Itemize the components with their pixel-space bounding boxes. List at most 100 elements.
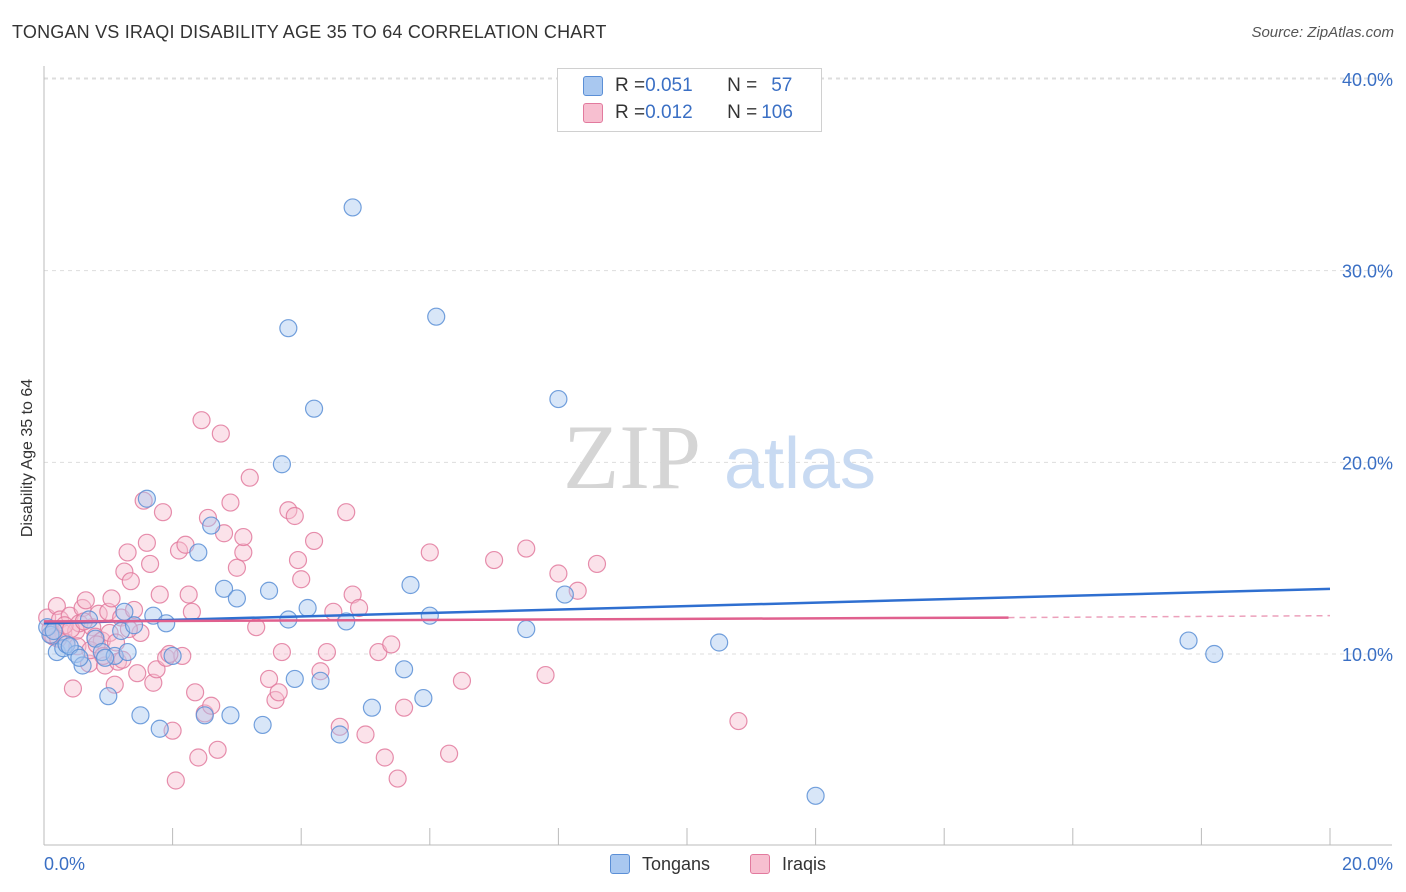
data-point-iraqis [79,654,99,673]
trend-line-extension-iraqis [1008,614,1331,619]
data-point-tongans [44,621,63,641]
data-point-iraqis [452,671,472,690]
chart-title: TONGAN VS IRAQI DISABILITY AGE 35 TO 64 … [12,22,607,42]
data-point-tongans [555,585,574,604]
data-point-tongans [70,648,89,667]
data-point-iraqis [439,744,459,763]
data-point-iraqis [288,550,308,570]
stats-row-tongans: R = 0.051 N = 57 [583,74,792,98]
y-tick-label: 20.0% [1342,453,1393,473]
data-point-iraqis [208,740,227,759]
data-point-tongans [137,489,156,508]
data-point-iraqis [105,675,124,694]
data-point-tongans [1205,644,1224,664]
data-point-iraqis [420,543,439,562]
data-point-tongans [806,786,825,805]
data-point-iraqis [227,558,246,577]
data-point-tongans [343,198,362,217]
data-point-iraqis [269,683,288,702]
r-label: R = [615,75,646,96]
data-point-iraqis [202,696,221,715]
data-point-tongans [157,614,176,633]
data-point-tongans [150,719,169,738]
data-point-tongans [221,706,240,725]
data-point-iraqis [118,543,137,562]
data-point-iraqis [587,554,607,574]
data-point-iraqis [375,748,394,767]
stats-legend: R = 0.051 N = 57 R = 0.012 N = 106 [557,68,822,132]
data-point-tongans [304,399,324,418]
trend-line-tongans [43,587,1331,625]
data-point-iraqis [144,673,163,692]
n-label: N = [727,102,758,123]
grid-lines [44,77,1392,655]
data-point-tongans [79,610,99,629]
data-point-iraqis [729,711,748,731]
data-point-iraqis [140,554,160,574]
data-point-iraqis [317,642,337,662]
data-point-tongans [272,455,292,474]
legend-item-tongans[interactable]: Tongans [610,852,710,876]
data-point-tongans [330,725,349,744]
data-point-iraqis [292,570,311,589]
data-point-iraqis [121,572,140,591]
legend-item-iraqis[interactable]: Iraqis [750,852,826,876]
data-point-iraqis [186,683,205,702]
data-point-iraqis [211,424,230,443]
legend-label-tongans: Tongans [642,853,711,874]
tongans-swatch [583,76,603,96]
r-value: 0.012 [645,102,693,123]
r-label: R = [615,102,646,123]
data-point-tongans [195,706,214,725]
data-point-tongans [420,606,439,625]
y-tick-label: 10.0% [1342,645,1393,665]
data-point-tongans [549,389,568,409]
data-point-tongans [57,635,76,654]
data-point-tongans [131,706,150,725]
r-value: 0.051 [645,75,693,96]
data-point-tongans [285,669,304,689]
data-point-tongans [427,307,446,326]
data-point-iraqis [47,596,66,616]
data-point-iraqis [259,669,279,689]
data-point-iraqis [388,769,407,788]
data-point-iraqis [134,491,153,510]
data-point-iraqis [76,591,95,610]
data-point-tongans [202,516,221,535]
data-point-iraqis [166,771,185,790]
data-point-iraqis [234,543,253,562]
data-point-iraqis [349,598,369,618]
n-value: 57 [771,75,793,96]
data-point-iraqis [485,550,504,570]
trend-lines [43,587,1331,625]
data-point-tongans [394,660,414,679]
data-point-iraqis [304,531,324,551]
data-point-iraqis [536,665,555,685]
data-point-tongans [163,646,182,666]
data-point-iraqis [394,698,414,717]
x-tick-label: 0.0% [44,854,85,874]
n-label: N = [727,75,758,96]
data-point-tongans [279,319,298,338]
data-point-tongans [1179,631,1198,650]
trend-line-iraqis [43,616,1009,623]
watermark: ZIP atlas [563,406,876,508]
y-tick-label: 40.0% [1342,70,1393,90]
stats-row-iraqis: R = 0.012 N = 106 [583,101,793,125]
data-point-iraqis [330,717,349,736]
data-point-iraqis [153,503,173,522]
data-point-tongans [710,633,729,652]
axes [43,66,1392,846]
data-point-iraqis [137,533,156,552]
data-point-iraqis [549,564,568,583]
data-point-iraqis [337,503,356,522]
x-tick-label: 20.0% [1342,854,1393,874]
data-point-iraqis [63,679,83,698]
legend-label-iraqis: Iraqis [782,853,827,874]
tongans-legend-swatch [610,854,630,874]
data-point-iraqis [234,527,253,547]
data-point-iraqis [356,725,375,744]
data-point-iraqis [179,585,198,604]
data-point-iraqis [240,468,259,487]
